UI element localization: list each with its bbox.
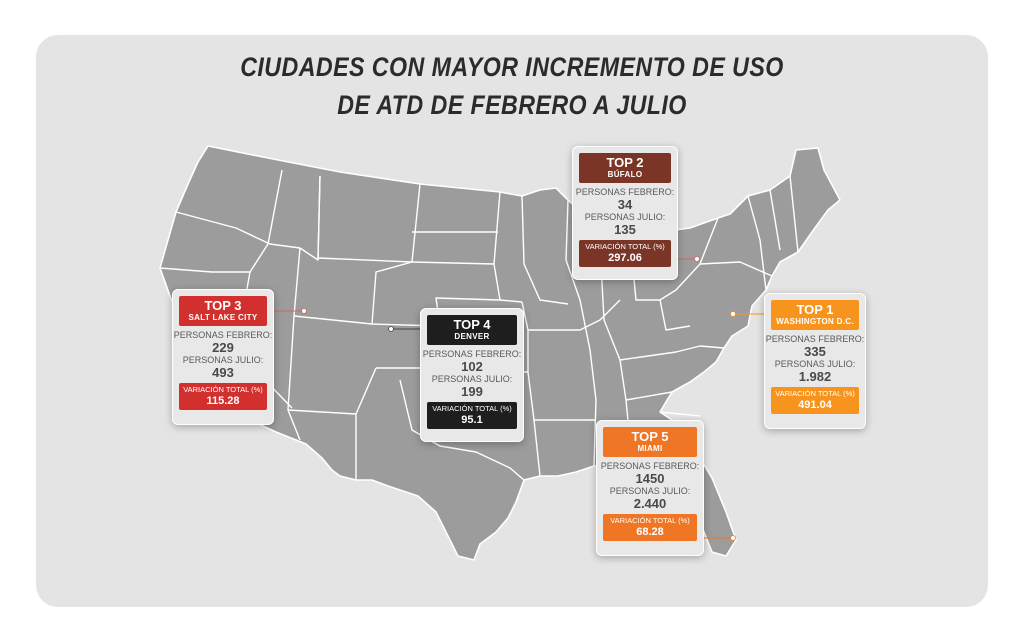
card-top4-denver: TOP 4 DENVER PERSONAS FEBRERO: 102 PERSO…: [420, 308, 524, 442]
card-top4-variation: VARIACIÓN TOTAL (%) 95.1: [427, 402, 517, 429]
card-top2-bufalo: TOP 2 BÚFALO PERSONAS FEBRERO: 34 PERSON…: [572, 146, 678, 280]
marker-miami: [730, 535, 736, 541]
variation-value: 68.28: [636, 526, 664, 538]
city-name: WASHINGTON D.C.: [776, 317, 854, 326]
card-top2-variation: VARIACIÓN TOTAL (%) 297.06: [579, 240, 671, 267]
card-top5-header: TOP 5 MIAMI: [603, 427, 697, 457]
feb-label: PERSONAS FEBRERO:: [765, 334, 865, 344]
rank-label: TOP 3: [204, 298, 242, 313]
feb-value: 102: [461, 359, 483, 374]
card-top5-miami: TOP 5 MIAMI PERSONAS FEBRERO: 1450 PERSO…: [596, 420, 704, 556]
card-top3-header: TOP 3 SALT LAKE CITY: [179, 296, 267, 326]
variation-label: VARIACIÓN TOTAL (%): [585, 242, 665, 251]
jul-label: PERSONAS JULIO:: [609, 486, 691, 496]
city-name: BÚFALO: [607, 170, 643, 179]
city-name: MIAMI: [637, 444, 663, 453]
jul-value: 199: [461, 384, 483, 399]
variation-value: 115.28: [206, 395, 240, 407]
card-top1-header: TOP 1 WASHINGTON D.C.: [771, 300, 859, 330]
marker-salt-lake-city: [301, 308, 307, 314]
feb-value: 335: [804, 344, 826, 359]
city-name: SALT LAKE CITY: [188, 313, 258, 322]
rank-label: TOP 1: [796, 302, 834, 317]
variation-value: 95.1: [461, 414, 483, 426]
variation-label: VARIACIÓN TOTAL (%): [610, 516, 690, 525]
feb-value: 34: [617, 197, 633, 212]
jul-label: PERSONAS JULIO:: [182, 355, 264, 365]
title-line-1: CIUDADES CON MAYOR INCREMENTO DE USO: [240, 52, 784, 82]
variation-value: 297.06: [608, 252, 642, 264]
marker-denver: [388, 326, 394, 332]
card-top3-variation: VARIACIÓN TOTAL (%) 115.28: [179, 383, 267, 410]
city-markers: [301, 256, 736, 541]
jul-value: 1.982: [798, 369, 832, 384]
infographic-title: CIUDADES CON MAYOR INCREMENTO DE USO DE …: [72, 48, 953, 124]
card-top3-salt-lake-city: TOP 3 SALT LAKE CITY PERSONAS FEBRERO: 2…: [172, 289, 274, 425]
jul-label: PERSONAS JULIO:: [431, 374, 513, 384]
jul-value: 135: [614, 222, 636, 237]
rank-label: TOP 5: [631, 429, 669, 444]
rank-label: TOP 2: [606, 155, 644, 170]
title-line-2: DE ATD DE FEBRERO A JULIO: [337, 90, 687, 120]
variation-label: VARIACIÓN TOTAL (%): [432, 404, 512, 413]
feb-value: 1450: [635, 471, 665, 486]
jul-label: PERSONAS JULIO:: [774, 359, 856, 369]
card-top2-header: TOP 2 BÚFALO: [579, 153, 671, 183]
variation-value: 491.04: [798, 399, 832, 411]
feb-label: PERSONAS FEBRERO:: [173, 330, 273, 340]
variation-label: VARIACIÓN TOTAL (%): [775, 389, 855, 398]
feb-label: PERSONAS FEBRERO:: [600, 461, 700, 471]
feb-label: PERSONAS FEBRERO:: [575, 187, 675, 197]
rank-label: TOP 4: [453, 317, 491, 332]
feb-value: 229: [212, 340, 234, 355]
jul-label: PERSONAS JULIO:: [584, 212, 666, 222]
card-top5-variation: VARIACIÓN TOTAL (%) 68.28: [603, 514, 697, 541]
marker-bufalo: [694, 256, 700, 262]
card-top1-variation: VARIACIÓN TOTAL (%) 491.04: [771, 387, 859, 414]
feb-label: PERSONAS FEBRERO:: [422, 349, 522, 359]
card-top1-washington: TOP 1 WASHINGTON D.C. PERSONAS FEBRERO: …: [764, 293, 866, 429]
city-name: DENVER: [454, 332, 490, 341]
variation-label: VARIACIÓN TOTAL (%): [183, 385, 263, 394]
card-top4-header: TOP 4 DENVER: [427, 315, 517, 345]
marker-washington: [730, 311, 736, 317]
jul-value: 2.440: [633, 496, 667, 511]
jul-value: 493: [212, 365, 234, 380]
